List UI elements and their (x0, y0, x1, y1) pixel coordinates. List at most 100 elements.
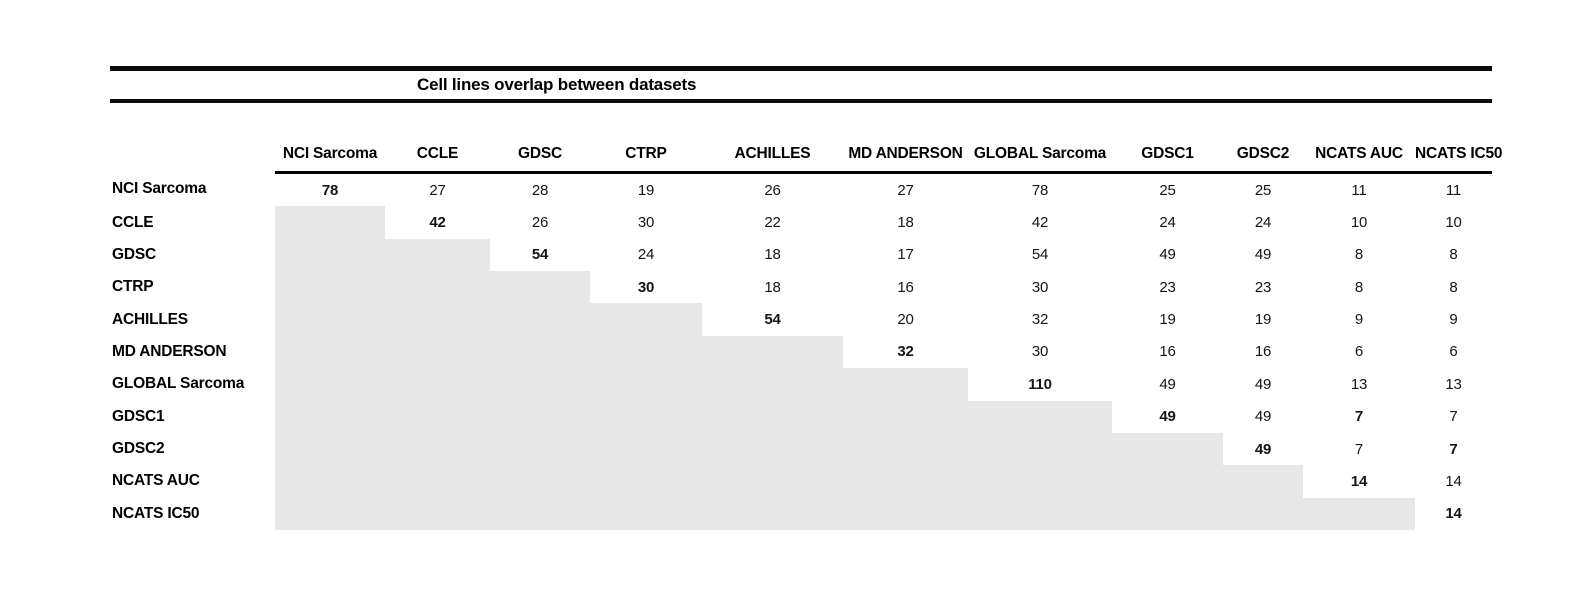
overlap-cell-achilles-ncats-ic50: 9 (1449, 311, 1458, 329)
column-header-ctrp: CTRP (590, 103, 702, 174)
shaded-cell (968, 432, 1112, 466)
shaded-cell (1112, 465, 1223, 498)
row-label-achilles: ACHILLES (112, 310, 188, 328)
overlap-cell-global-sarcoma-gdsc1: 49 (1159, 375, 1176, 393)
shaded-cell (275, 432, 385, 466)
overlap-cell-ctrp-global-sarcoma: 30 (1031, 278, 1049, 296)
overlap-cell-ccle-ncats-auc: 10 (1350, 214, 1368, 232)
shaded-cell (490, 335, 590, 369)
overlap-cell-ccle-gdsc2: 24 (1254, 214, 1272, 232)
overlap-cell-ncats-auc-ncats-ic50: 14 (1445, 472, 1462, 490)
row-label-gdsc: GDSC (112, 245, 156, 263)
shaded-cell (590, 465, 702, 498)
shaded-cell (1303, 497, 1415, 530)
row-label-ncats-ic50: NCATS IC50 (112, 504, 200, 522)
shaded-cell (275, 271, 385, 304)
table-title: Cell lines overlap between datasets (417, 75, 697, 94)
overlap-cell-nci-sarcoma-achilles: 26 (764, 181, 781, 199)
overlap-cell-achilles-achilles: 54 (764, 311, 781, 329)
shaded-cell (490, 271, 590, 304)
shaded-cell (702, 400, 843, 433)
shaded-cell (843, 497, 968, 530)
shaded-cell (385, 238, 490, 272)
table-row-gdsc1: GDSC1 49 49 7 7 (110, 400, 1492, 433)
overlap-cell-gdsc2-ncats-auc: 7 (1354, 440, 1364, 458)
overlap-cell-ctrp-gdsc2: 23 (1254, 278, 1272, 296)
overlap-cell-ctrp-achilles: 18 (764, 278, 781, 296)
overlap-cell-ccle-global-sarcoma: 42 (1031, 214, 1049, 232)
overlap-cell-gdsc1-ncats-auc: 7 (1354, 408, 1364, 426)
mid-rule (110, 99, 1492, 103)
shaded-cell (490, 400, 590, 433)
overlap-cell-gdsc-md-anderson: 17 (897, 246, 914, 264)
overlap-cell-ccle-gdsc1: 24 (1159, 214, 1176, 232)
overlap-cell-gdsc-ctrp: 24 (637, 246, 655, 264)
overlap-cell-ncats-ic50-ncats-ic50: 14 (1445, 505, 1462, 523)
shaded-cell (275, 368, 385, 401)
shaded-cell (590, 335, 702, 369)
overlap-cell-ctrp-ncats-ic50: 8 (1449, 278, 1458, 296)
shaded-cell (490, 368, 590, 401)
shaded-cell (702, 335, 843, 369)
overlap-cell-gdsc-achilles: 18 (764, 246, 781, 264)
overlap-cell-gdsc1-gdsc2: 49 (1254, 408, 1272, 426)
shaded-cell (385, 400, 490, 433)
matrix-body: NCI Sarcoma 78 27 28 19 26 27 78 25 25 11 11 CCLE 42 2… (110, 173, 1492, 530)
overlap-cell-achilles-gdsc2: 19 (1254, 311, 1272, 329)
overlap-cell-md-anderson-ncats-ic50: 6 (1449, 343, 1458, 361)
column-header-ncats-auc: NCATS AUC (1303, 103, 1415, 174)
shaded-cell (968, 465, 1112, 498)
shaded-cell (843, 400, 968, 433)
shaded-cell (490, 432, 590, 466)
column-header-gdsc: GDSC (490, 103, 590, 174)
overlap-cell-achilles-md-anderson: 20 (897, 311, 914, 329)
overlap-cell-md-anderson-ncats-auc: 6 (1354, 343, 1364, 361)
column-header-ccle: CCLE (385, 103, 490, 174)
shaded-cell (385, 465, 490, 498)
table-row-md-anderson: MD ANDERSON 32 30 16 16 6 6 (110, 335, 1492, 369)
shaded-cell (968, 400, 1112, 433)
overlap-cell-ccle-gdsc: 26 (531, 214, 549, 232)
overlap-cell-ctrp-gdsc1: 23 (1159, 278, 1176, 296)
overlap-cell-ccle-ctrp: 30 (637, 214, 655, 232)
table-row-gdsc: GDSC 54 24 18 17 54 49 49 8 8 (110, 238, 1492, 272)
shaded-cell (275, 335, 385, 369)
column-header-nci-sarcoma: NCI Sarcoma (275, 103, 385, 174)
overlap-cell-gdsc2-ncats-ic50: 7 (1449, 440, 1458, 458)
overlap-cell-achilles-global-sarcoma: 32 (1031, 311, 1049, 329)
shaded-cell (275, 238, 385, 272)
shaded-cell (385, 335, 490, 369)
overlap-cell-nci-sarcoma-global-sarcoma: 78 (1031, 181, 1049, 199)
shaded-cell (385, 432, 490, 466)
shaded-cell (968, 497, 1112, 530)
table-row-ncats-ic50: NCATS IC50 14 (110, 497, 1492, 530)
shaded-cell (590, 497, 702, 530)
overlap-cell-global-sarcoma-ncats-ic50: 13 (1445, 375, 1462, 393)
table-row-ncats-auc: NCATS AUC 14 14 (110, 465, 1492, 498)
overlap-cell-gdsc-ncats-auc: 8 (1354, 246, 1364, 264)
overlap-cell-gdsc-ncats-ic50: 8 (1449, 246, 1458, 264)
shaded-cell (385, 303, 490, 336)
shaded-cell (702, 368, 843, 401)
shaded-cell (1112, 432, 1223, 466)
overlap-cell-gdsc-gdsc2: 49 (1254, 246, 1272, 264)
column-header-ncats-ic50: NCATS IC50 (1415, 103, 1502, 174)
shaded-cell (275, 497, 385, 530)
shaded-cell (490, 303, 590, 336)
column-header-gdsc1: GDSC1 (1112, 103, 1223, 174)
overlap-cell-nci-sarcoma-md-anderson: 27 (897, 181, 914, 199)
overlap-cell-ccle-md-anderson: 18 (897, 214, 914, 232)
shaded-cell (490, 497, 590, 530)
column-header-achilles: ACHILLES (702, 103, 843, 174)
overlap-cell-nci-sarcoma-gdsc: 28 (531, 181, 549, 199)
row-label-gdsc2: GDSC2 (112, 440, 165, 458)
overlap-cell-md-anderson-md-anderson: 32 (897, 343, 914, 361)
overlap-cell-ncats-auc-ncats-auc: 14 (1350, 472, 1368, 490)
overlap-cell-nci-sarcoma-gdsc2: 25 (1254, 181, 1272, 199)
overlap-cell-ccle-ncats-ic50: 10 (1445, 214, 1462, 232)
shaded-cell (702, 465, 843, 498)
overlap-cell-global-sarcoma-gdsc2: 49 (1254, 375, 1272, 393)
row-label-ctrp: CTRP (112, 278, 154, 296)
table-row-global-sarcoma: GLOBAL Sarcoma 110 49 49 13 13 (110, 368, 1492, 401)
shaded-cell (590, 368, 702, 401)
